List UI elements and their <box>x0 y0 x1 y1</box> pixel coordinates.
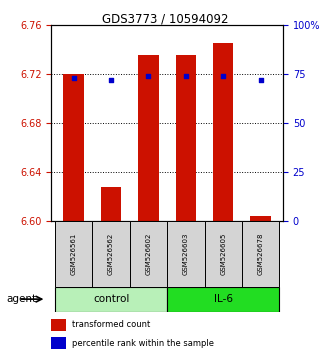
Point <box>146 73 151 79</box>
Text: IL-6: IL-6 <box>214 294 233 304</box>
Text: percentile rank within the sample: percentile rank within the sample <box>72 339 214 348</box>
Bar <box>213 43 233 221</box>
Bar <box>242 221 279 287</box>
Point <box>109 77 114 82</box>
Point <box>220 73 226 79</box>
Text: GSM526561: GSM526561 <box>71 233 77 275</box>
Point <box>183 73 188 79</box>
Point <box>71 75 76 81</box>
Bar <box>64 74 84 221</box>
Bar <box>51 319 66 331</box>
Bar <box>55 287 167 312</box>
Bar <box>205 221 242 287</box>
Point <box>258 77 263 82</box>
Text: GSM526605: GSM526605 <box>220 233 226 275</box>
Bar <box>51 337 66 349</box>
Bar <box>167 221 205 287</box>
Text: agent: agent <box>7 294 37 304</box>
Bar <box>92 221 130 287</box>
Text: control: control <box>93 294 129 304</box>
Bar <box>175 56 196 221</box>
Text: GSM526602: GSM526602 <box>145 233 152 275</box>
Bar <box>55 221 92 287</box>
Text: GDS3773 / 10594092: GDS3773 / 10594092 <box>102 12 229 25</box>
Text: transformed count: transformed count <box>72 320 151 329</box>
Bar <box>138 56 159 221</box>
Text: GSM526562: GSM526562 <box>108 233 114 275</box>
Text: GSM526678: GSM526678 <box>258 233 263 275</box>
Bar <box>101 187 121 221</box>
Text: GSM526603: GSM526603 <box>183 233 189 275</box>
Bar <box>250 216 271 221</box>
Bar <box>130 221 167 287</box>
Bar <box>167 287 279 312</box>
